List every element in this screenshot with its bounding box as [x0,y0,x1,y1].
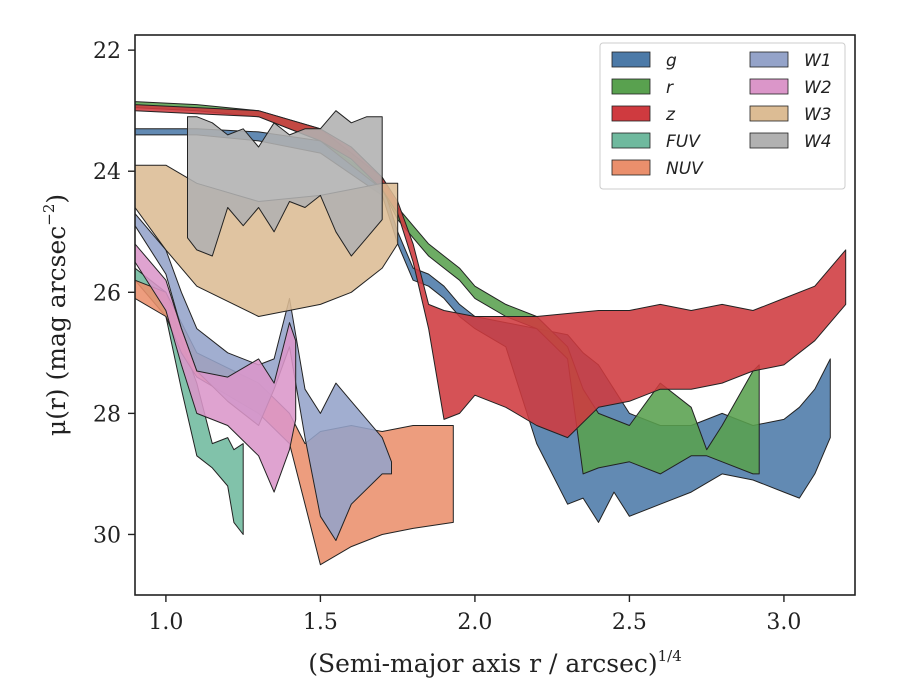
x-tick-label: 2.0 [457,610,492,635]
x-axis-label: (Semi-major axis r / arcsec)1/4 [308,647,682,678]
legend-swatch-w2 [749,78,789,95]
series-layer [135,101,847,566]
legend-label-r: r [666,78,674,98]
plot-frame [134,34,856,596]
y-ticks: 22 24 26 28 30 [93,39,135,548]
band-w4 [187,110,383,257]
legend-label-z: z [665,105,676,125]
x-tick-label: 2.5 [612,610,647,635]
x-ticks: 1.0 1.5 2.0 2.5 3.0 [148,595,801,635]
x-tick-label: 1.5 [303,610,338,635]
legend-swatch-w1 [749,51,789,68]
legend-label-nuv: NUV [666,159,704,179]
legend-label-g: g [666,51,677,71]
legend-label-w4: W4 [804,132,832,152]
legend-swatch-fuv [611,132,651,149]
legend-swatch-z [611,105,651,122]
band-z [135,104,847,439]
legend-label-w1: W1 [804,51,832,71]
legend-swatch-w3 [749,105,789,122]
y-tick-label: 26 [93,281,121,306]
legend-label-w3: W3 [804,105,832,125]
legend: grz FUV NUV W1 W2 W3 W4 [599,42,846,190]
x-tick-label: 1.0 [148,610,183,635]
y-tick-label: 30 [93,523,121,548]
legend-swatch-w4 [749,132,789,149]
x-tick-label: 3.0 [766,610,801,635]
legend-swatch-g [611,51,651,68]
band-w2 [135,243,297,493]
legend-swatch-nuv [611,159,651,176]
legend-label-w2: W2 [804,78,832,98]
y-axis-label: μ(r) (mag arcsec−2) [40,194,71,436]
legend-label-fuv: FUV [666,132,701,152]
y-tick-label: 24 [93,160,121,185]
band-r [135,101,760,475]
y-tick-label: 28 [93,402,121,427]
legend-swatch-r [611,78,651,95]
y-tick-label: 22 [93,39,121,64]
